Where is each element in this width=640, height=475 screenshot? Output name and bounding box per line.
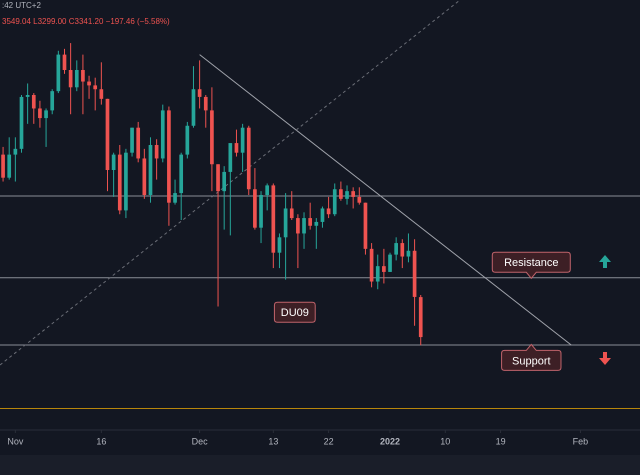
candle-body bbox=[167, 110, 171, 203]
candle-body bbox=[99, 89, 104, 99]
x-tick-label: 2022 bbox=[380, 436, 400, 446]
annotation-label: DU09 bbox=[281, 307, 309, 319]
candle-body bbox=[363, 202, 368, 249]
x-tick-label: 22 bbox=[324, 436, 334, 446]
candle-body bbox=[357, 196, 362, 203]
annotation-box bbox=[273, 301, 316, 323]
candle-body bbox=[216, 164, 220, 192]
candle-body bbox=[136, 127, 141, 159]
candle-body bbox=[81, 70, 85, 82]
trend-line bbox=[199, 54, 572, 346]
annotation-box bbox=[501, 343, 562, 371]
candle-body bbox=[68, 70, 73, 88]
candle-body bbox=[191, 89, 196, 126]
candle-body bbox=[111, 154, 116, 170]
candle-body bbox=[222, 171, 227, 192]
candle-body bbox=[412, 250, 417, 297]
candle-body bbox=[345, 191, 349, 199]
candle-body bbox=[105, 98, 110, 170]
candle-body bbox=[179, 154, 184, 194]
candle-body bbox=[253, 189, 257, 228]
candle-body bbox=[228, 143, 233, 172]
candle-body bbox=[265, 185, 270, 195]
annotation: Support bbox=[501, 343, 562, 371]
candle-body bbox=[289, 208, 294, 219]
candle-body bbox=[185, 125, 190, 155]
candle-body bbox=[259, 195, 263, 228]
candle-body bbox=[326, 208, 331, 215]
candle-body bbox=[74, 70, 79, 88]
candle-body bbox=[142, 158, 147, 195]
candle-body bbox=[62, 54, 67, 70]
candle-body bbox=[296, 218, 300, 234]
candle-body bbox=[203, 96, 208, 111]
candle-body bbox=[308, 218, 313, 226]
candle-body bbox=[38, 108, 42, 119]
annotation: Resistance bbox=[491, 251, 571, 280]
candle-body bbox=[406, 250, 411, 257]
x-tick-label: 13 bbox=[268, 436, 278, 446]
candle-body bbox=[154, 145, 159, 159]
candle-body bbox=[173, 193, 177, 203]
header-time: :42 UTC+2 bbox=[2, 1, 41, 10]
candle-body bbox=[240, 127, 245, 153]
candle-body bbox=[210, 110, 214, 165]
x-tick-label: 16 bbox=[96, 436, 106, 446]
candle-body bbox=[351, 191, 356, 197]
candle-body bbox=[332, 189, 337, 215]
up-arrow bbox=[599, 255, 611, 268]
candle-body bbox=[87, 81, 91, 86]
trend-line bbox=[0, 0, 461, 366]
header-quote: 3549.04 L3299.00 C3341.20 −197.46 (−5.58… bbox=[2, 17, 170, 26]
candle-body bbox=[302, 218, 306, 234]
candle-body bbox=[130, 127, 134, 153]
candle-body bbox=[271, 185, 276, 253]
candle-body bbox=[388, 254, 392, 272]
candle-body bbox=[160, 110, 165, 159]
candle-body bbox=[246, 127, 251, 190]
candle-body bbox=[148, 145, 153, 195]
candle-body bbox=[13, 148, 18, 155]
x-tick-label: Dec bbox=[192, 436, 209, 446]
candle-body bbox=[124, 152, 128, 211]
x-tick-label: 19 bbox=[496, 436, 506, 446]
candle-body bbox=[382, 266, 386, 272]
candle-body bbox=[50, 91, 55, 111]
annotation-label: Resistance bbox=[504, 257, 558, 269]
x-tick-label: Nov bbox=[7, 436, 24, 446]
candle-body bbox=[277, 237, 282, 253]
candle-body bbox=[320, 208, 325, 222]
candle-body bbox=[25, 95, 30, 97]
candle-body bbox=[1, 154, 5, 178]
candle-body bbox=[314, 221, 319, 226]
candle-body bbox=[19, 96, 24, 149]
bottom-strip bbox=[0, 455, 640, 475]
candle-body bbox=[234, 143, 239, 153]
candle-body bbox=[400, 243, 405, 257]
candle-body bbox=[339, 189, 343, 199]
candle-body bbox=[44, 110, 48, 119]
candle-body bbox=[31, 95, 36, 109]
candle-body bbox=[7, 154, 12, 178]
candle-body bbox=[418, 297, 423, 338]
annotation-box bbox=[491, 251, 571, 280]
annotation-label: Support bbox=[512, 355, 551, 367]
candle-body bbox=[394, 243, 399, 255]
candle-body bbox=[283, 208, 288, 238]
candle-body bbox=[197, 89, 202, 97]
candle-body bbox=[56, 54, 61, 92]
x-tick-label: 10 bbox=[440, 436, 450, 446]
candle-body bbox=[375, 266, 380, 282]
down-arrow bbox=[599, 352, 611, 365]
annotation: DU09 bbox=[273, 301, 316, 323]
candle-body bbox=[369, 248, 374, 282]
x-tick-label: Feb bbox=[573, 436, 589, 446]
candle-body bbox=[117, 154, 122, 211]
candle-body bbox=[93, 85, 98, 90]
